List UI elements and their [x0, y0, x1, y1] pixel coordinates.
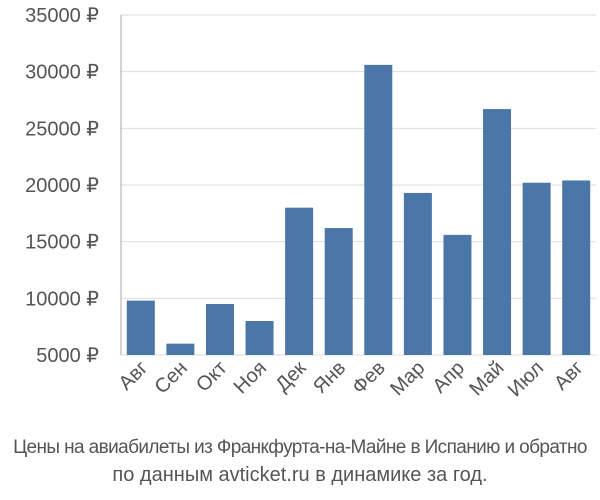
x-tick-label: Июл — [504, 357, 548, 401]
bar-7 — [364, 64, 393, 355]
y-tick-label: 30000 ₽ — [25, 62, 99, 84]
y-tick-label: 35000 ₽ — [25, 5, 99, 27]
x-tick-label: Фев — [348, 357, 390, 399]
chart-caption-line-2: по данным avticket.ru в динамике за год. — [112, 464, 488, 486]
bar-2 — [166, 343, 195, 355]
bar-chart: 5000 ₽ 10000 ₽ 15000 ₽ 20000 ₽ 25000 ₽ 30000 … — [25, 5, 596, 401]
bar-6 — [324, 228, 353, 355]
x-tick-label: Май — [465, 357, 508, 400]
x-tick-label: Окт — [192, 357, 231, 396]
grid-lines — [121, 14, 596, 356]
y-tick-label: 5000 ₽ — [36, 345, 99, 367]
bar-5 — [285, 207, 314, 355]
bar-8 — [403, 192, 432, 355]
x-tick-label: Авг — [115, 357, 153, 395]
y-tick-labels: 5000 ₽ 10000 ₽ 15000 ₽ 20000 ₽ 25000 ₽ 30000 … — [25, 5, 99, 367]
bar-3 — [205, 304, 234, 355]
y-tick-label: 25000 ₽ — [25, 118, 99, 140]
x-tick-label: Апр — [428, 357, 469, 398]
x-tick-label: Дек — [271, 357, 310, 396]
bar-11 — [522, 182, 551, 355]
chart-caption-line-1: Цены на авиабилеты из Франкфурта-на-Майн… — [13, 437, 587, 458]
x-tick-label: Мар — [386, 357, 429, 400]
bar-4 — [245, 321, 274, 355]
bar-10 — [483, 109, 512, 355]
bars — [126, 64, 591, 355]
y-tick-label: 10000 ₽ — [25, 288, 99, 310]
x-tick-label: Ноя — [230, 357, 271, 398]
bar-12 — [562, 180, 591, 355]
x-tick-label: Сен — [150, 357, 191, 398]
y-tick-label: 15000 ₽ — [25, 232, 99, 254]
bar-1 — [126, 300, 155, 355]
bar-9 — [443, 234, 472, 355]
x-tick-label: Янв — [309, 357, 350, 398]
x-tick-label: Авг — [550, 357, 588, 395]
y-tick-label: 20000 ₽ — [25, 175, 99, 197]
